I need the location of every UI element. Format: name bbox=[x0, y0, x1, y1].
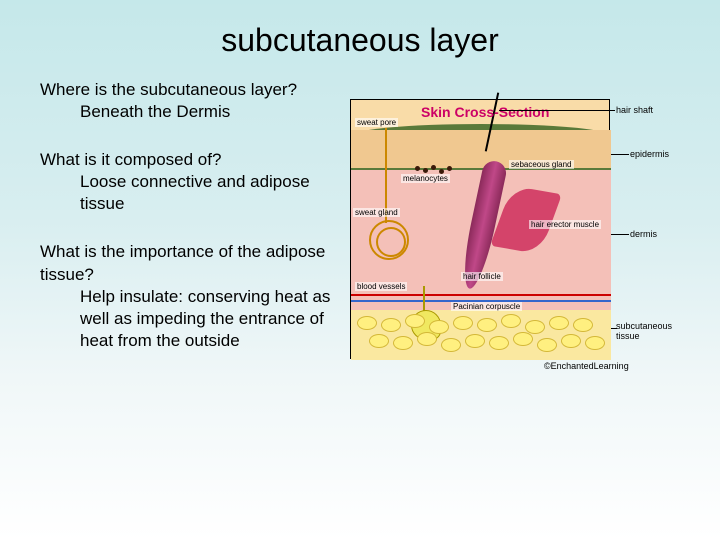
answer-2: Loose connective and adipose tissue bbox=[40, 171, 340, 215]
adipose-cell bbox=[477, 318, 497, 332]
melanocyte bbox=[423, 168, 428, 173]
diagram-side-label: dermis bbox=[630, 229, 657, 239]
question-2: What is it composed of? bbox=[40, 149, 340, 171]
diagram-side-label: subcutaneous tissue bbox=[616, 321, 680, 341]
diagram-side-label: ©EnchantedLearning bbox=[544, 361, 629, 371]
adipose-cell bbox=[573, 318, 593, 332]
side-arrow-epidermis bbox=[611, 154, 629, 155]
diagram-label: sweat gland bbox=[353, 208, 400, 217]
adipose-cell bbox=[405, 314, 425, 328]
adipose-cell bbox=[501, 314, 521, 328]
melanocyte bbox=[415, 166, 420, 171]
diagram-label: Pacinian corpuscle bbox=[451, 302, 522, 311]
adipose-cell bbox=[549, 316, 569, 330]
melanocyte bbox=[431, 165, 436, 170]
diagram-label: melanocytes bbox=[401, 174, 450, 183]
adipose-cell bbox=[525, 320, 545, 334]
diagram-side-label: epidermis bbox=[630, 149, 669, 159]
melanocyte bbox=[447, 166, 452, 171]
adipose-cell bbox=[561, 334, 581, 348]
text-column: Where is the subcutaneous layer? Beneath… bbox=[40, 79, 350, 399]
adipose-cell bbox=[429, 320, 449, 334]
adipose-cell bbox=[513, 332, 533, 346]
adipose-cell bbox=[585, 336, 605, 350]
diagram-label: hair erector muscle bbox=[529, 220, 601, 229]
adipose-cell bbox=[357, 316, 377, 330]
answer-1: Beneath the Dermis bbox=[40, 101, 340, 123]
adipose-cell bbox=[417, 332, 437, 346]
diagram-title: Skin Cross-Section bbox=[421, 104, 549, 120]
page-title: subcutaneous layer bbox=[0, 0, 720, 79]
question-3: What is the importance of the adipose ti… bbox=[40, 241, 340, 285]
qa-block-1: Where is the subcutaneous layer? Beneath… bbox=[40, 79, 340, 123]
diagram-label: hair follicle bbox=[461, 272, 503, 281]
adipose-cell bbox=[537, 338, 557, 352]
diagram-label: sebaceous gland bbox=[509, 160, 574, 169]
qa-block-3: What is the importance of the adipose ti… bbox=[40, 241, 340, 351]
adipose-cell bbox=[441, 338, 461, 352]
diagram-background: Skin Cross-Section sweat pore melanocytes… bbox=[350, 99, 610, 359]
artery-line bbox=[351, 294, 611, 296]
side-arrow-hair bbox=[499, 110, 615, 111]
adipose-cell bbox=[393, 336, 413, 350]
adipose-cell bbox=[453, 316, 473, 330]
adipose-cell bbox=[489, 336, 509, 350]
answer-3: Help insulate: conserving heat as well a… bbox=[40, 286, 340, 352]
adipose-cell bbox=[369, 334, 389, 348]
content-row: Where is the subcutaneous layer? Beneath… bbox=[0, 79, 720, 399]
adipose-cell bbox=[465, 334, 485, 348]
diagram-side-label: hair shaft bbox=[616, 105, 653, 115]
sweat-gland bbox=[369, 220, 409, 260]
question-1: Where is the subcutaneous layer? bbox=[40, 79, 340, 101]
qa-block-2: What is it composed of? Loose connective… bbox=[40, 149, 340, 215]
diagram-label: blood vessels bbox=[355, 282, 407, 291]
skin-diagram: Skin Cross-Section sweat pore melanocytes… bbox=[350, 99, 680, 399]
adipose-cell bbox=[381, 318, 401, 332]
diagram-label: sweat pore bbox=[355, 118, 398, 127]
side-arrow-dermis bbox=[611, 234, 629, 235]
